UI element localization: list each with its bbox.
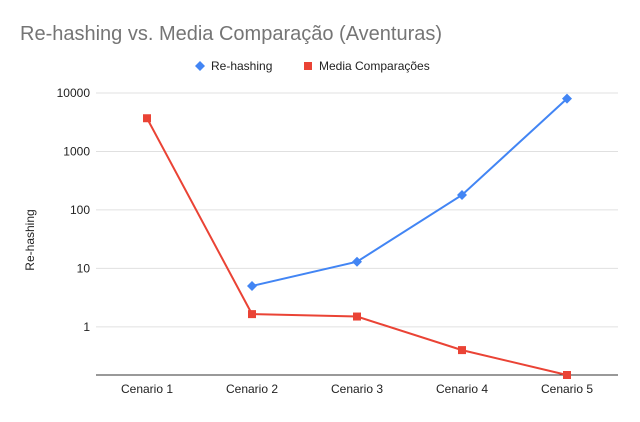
x-tick-label: Cenario 3 (331, 382, 383, 396)
series-layer (143, 93, 572, 379)
y-tick-label: 10 (77, 261, 91, 275)
series-line (251, 97, 568, 287)
axes: 1 10 100 1000 10000 Cenario 1 Cenario 2 Cenario… (57, 86, 618, 396)
legend: Re-hashing Media Comparações (195, 59, 430, 73)
y-axis-title: Re-hashing (23, 209, 37, 270)
y-tick-label: 10000 (57, 86, 91, 100)
y-tick-label: 100 (70, 203, 90, 217)
data-point (247, 280, 257, 291)
series-group (247, 93, 572, 291)
y-tick-label: 1000 (63, 144, 90, 158)
data-point (352, 256, 362, 267)
legend-marker (304, 62, 312, 70)
legend-marker (195, 61, 205, 71)
x-tick-label: Cenario 4 (436, 382, 488, 396)
data-point (458, 346, 466, 355)
chart-title: Re-hashing vs. Media Comparação (Aventur… (20, 23, 442, 45)
legend-item: Re-hashing (195, 59, 272, 73)
grid-lines (96, 92, 618, 328)
data-point (353, 312, 361, 321)
x-tick-label: Cenario 1 (121, 382, 173, 396)
data-point (143, 114, 151, 123)
legend-label: Media Comparações (319, 59, 430, 73)
series-group (143, 114, 571, 379)
x-tick-label: Cenario 5 (541, 382, 593, 396)
legend-item: Media Comparações (304, 59, 430, 73)
x-tick-label: Cenario 2 (226, 382, 278, 396)
data-point (563, 371, 571, 379)
y-tick-label: 1 (83, 320, 90, 334)
data-point (248, 310, 256, 319)
legend-label: Re-hashing (211, 59, 272, 73)
data-point (562, 93, 572, 104)
data-point (457, 189, 467, 200)
